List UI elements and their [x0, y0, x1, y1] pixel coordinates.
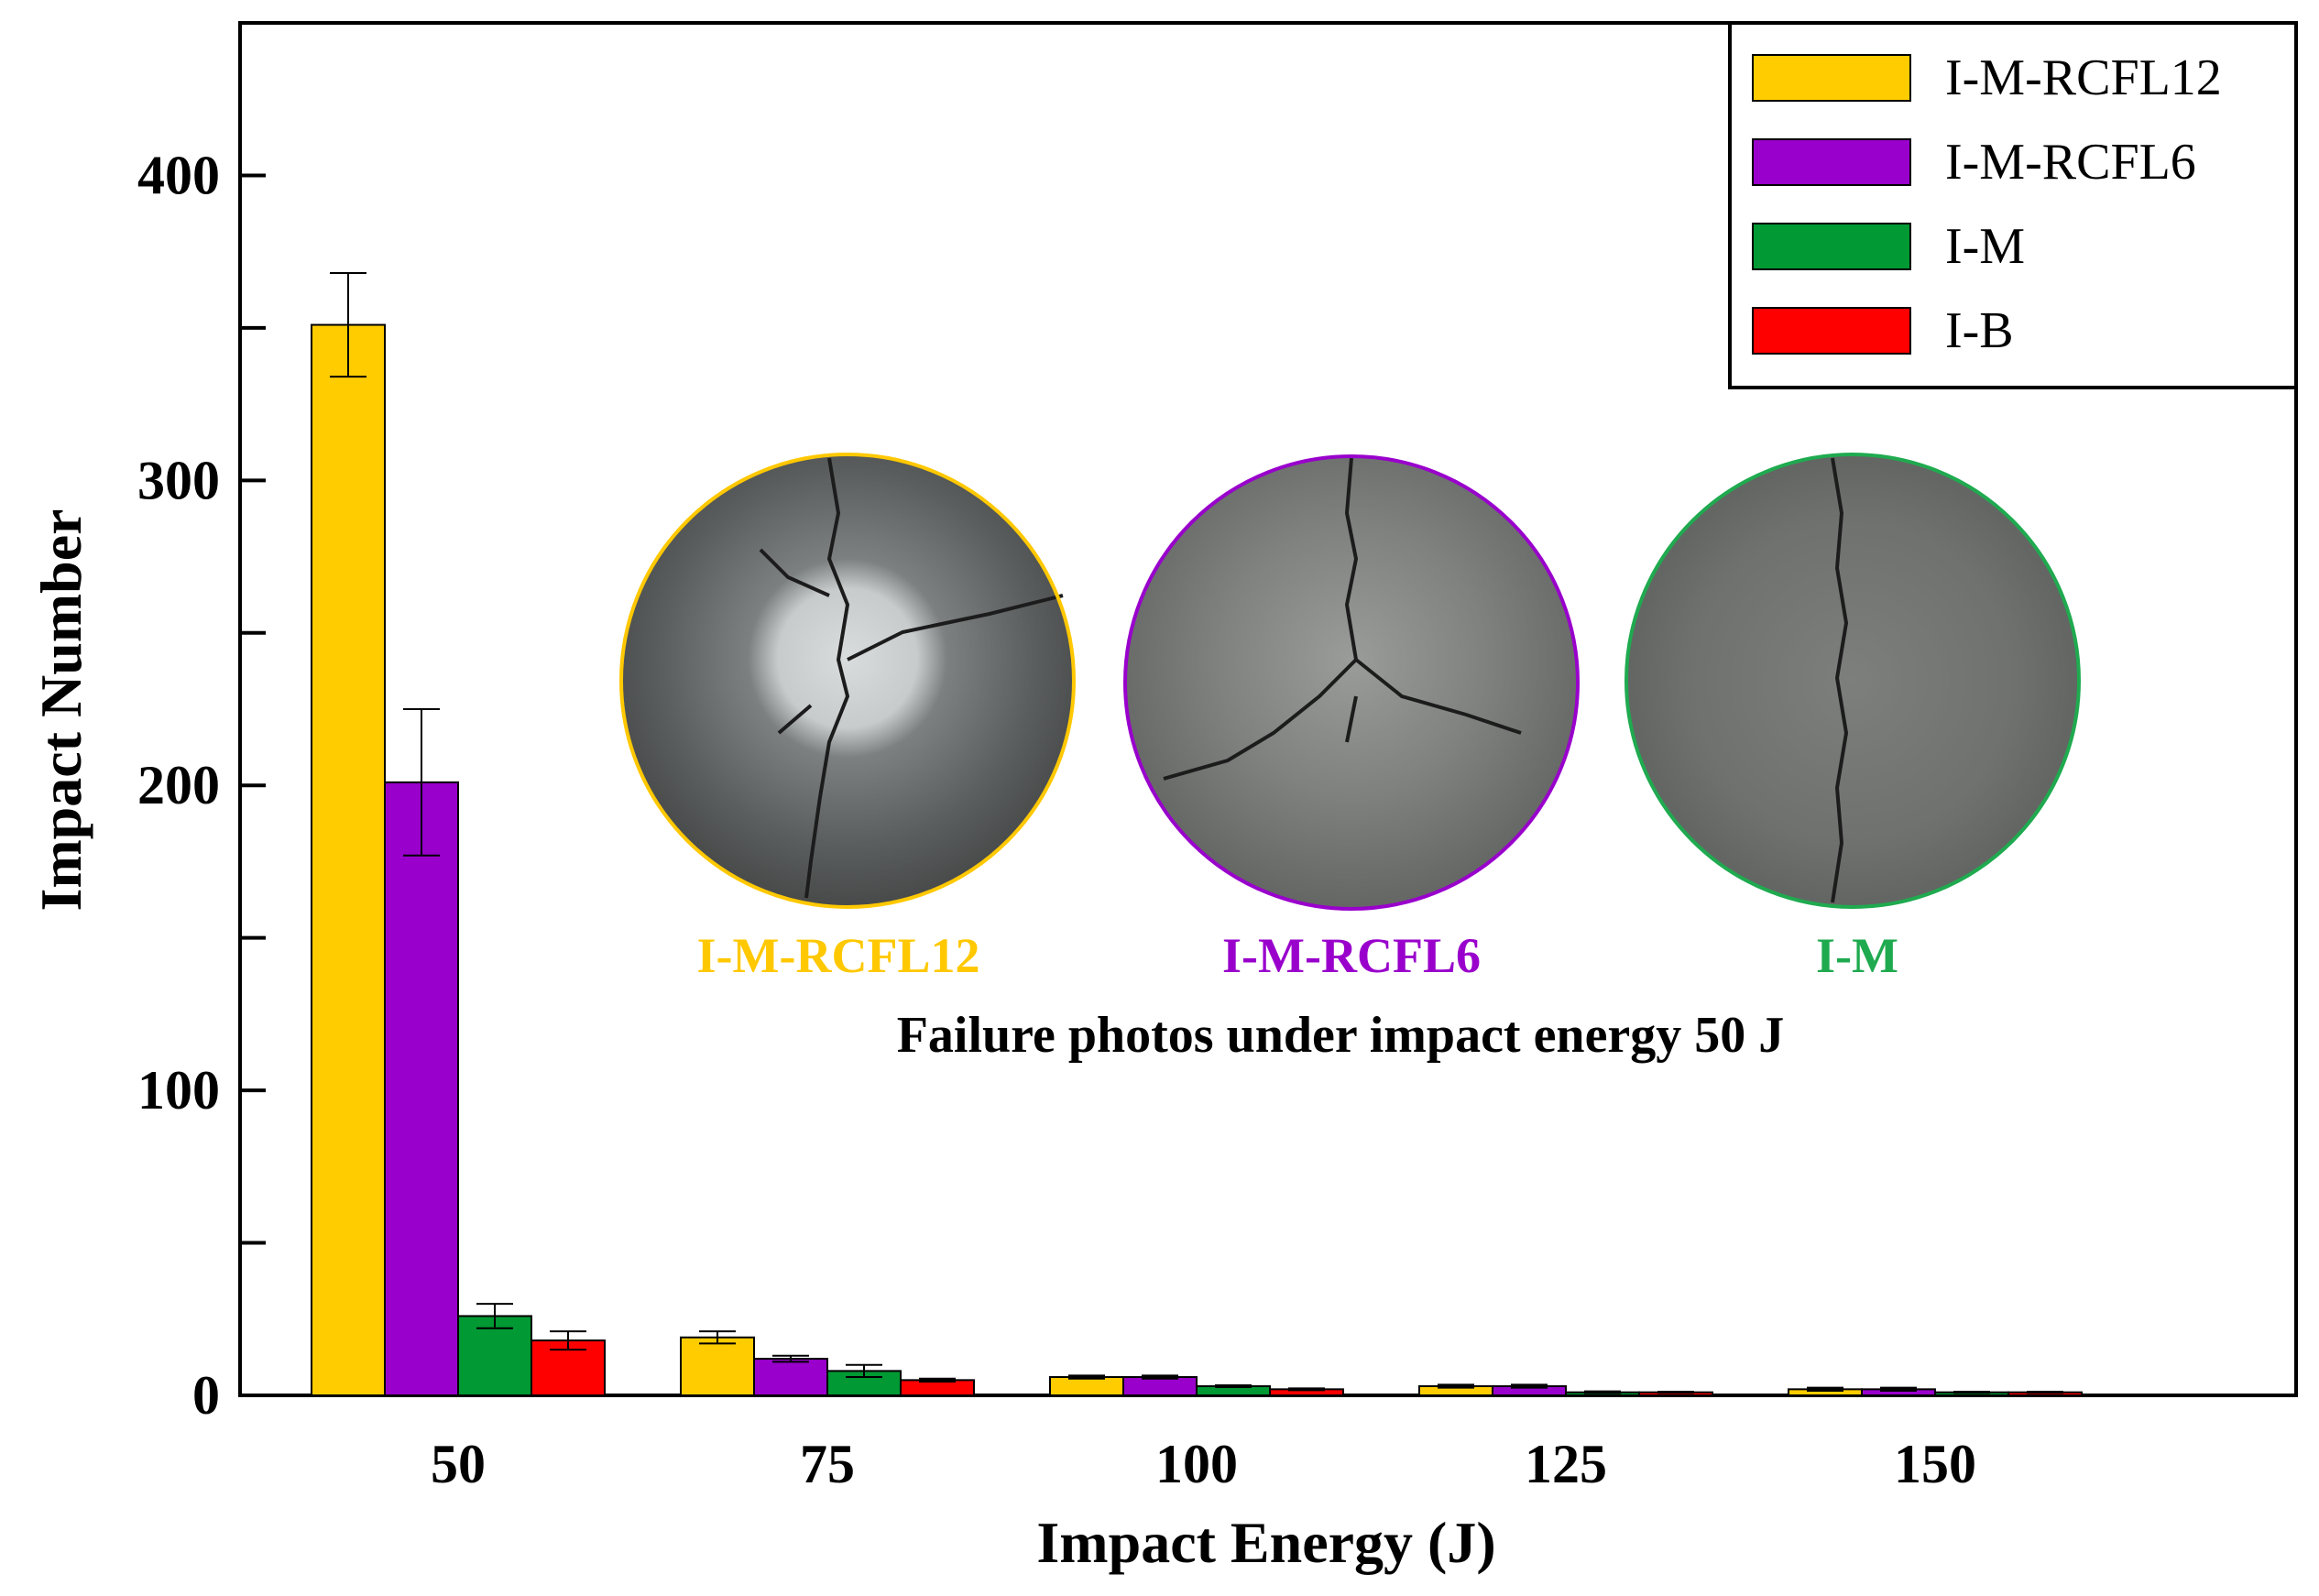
bar-I-M-RCFL6-100 — [1122, 1376, 1198, 1396]
photo-rcfl12-label: I-M-RCFL12 — [697, 928, 980, 983]
y-tick-label-100: 100 — [137, 1060, 220, 1120]
errorbar-I-B-125 — [1657, 1391, 1694, 1394]
photo-rcfl12-cracks — [759, 457, 1064, 899]
bar-I-M-RCFL6-75 — [753, 1358, 828, 1397]
errorbar-I-B-50 — [550, 1330, 586, 1351]
legend-swatch-I-M — [1752, 223, 1911, 270]
photo-im-disc — [1626, 454, 2079, 907]
error-bars-group — [330, 271, 2063, 1394]
y-tick-label-200: 200 — [137, 755, 220, 815]
x-tick-label-150: 150 — [1894, 1434, 1976, 1494]
legend-label-I-M-RCFL12: I-M-RCFL12 — [1945, 49, 2222, 106]
photo-rcfl6-disc — [1125, 456, 1578, 909]
legend-label-I-B: I-B — [1945, 302, 2014, 359]
errorbar-I-M-125 — [1584, 1390, 1621, 1394]
legend-label-I-M-RCFL6: I-M-RCFL6 — [1945, 134, 2196, 191]
photos-caption: Failure photos under impact energy 50 J — [897, 1007, 1785, 1064]
bar-I-M-RCFL12-100 — [1049, 1376, 1124, 1396]
y-axis-title: Impact Number — [28, 508, 93, 911]
y-tick-label-400: 400 — [137, 145, 220, 205]
y-tick-label-0: 0 — [192, 1365, 220, 1426]
photo-rcfl6: I-M-RCFL6 — [1123, 454, 1580, 983]
x-axis: 50 75 100 125 150 — [431, 1434, 1976, 1494]
bars-group — [311, 323, 2083, 1397]
photo-rcfl12-ring — [619, 453, 1076, 909]
errorbar-I-M-RCFL12-50 — [330, 271, 366, 378]
photo-rcfl6-label: I-M-RCFL6 — [1222, 928, 1481, 983]
photo-rcfl6-ring — [1123, 454, 1580, 911]
errorbar-I-M-RCFL12-150 — [1807, 1386, 1843, 1393]
errorbar-I-M-50 — [476, 1303, 513, 1329]
errorbar-I-M-RCFL12-75 — [699, 1330, 736, 1345]
errorbar-I-M-75 — [846, 1363, 882, 1379]
x-axis-title: Impact Energy (J) — [1036, 1510, 1495, 1575]
legend-swatch-I-M-RCFL6 — [1752, 138, 1911, 186]
legend-swatch-I-B — [1752, 307, 1911, 355]
errorbar-I-M-RCFL6-100 — [1142, 1374, 1178, 1380]
errorbar-I-B-75 — [919, 1377, 956, 1383]
errorbar-I-M-100 — [1215, 1384, 1252, 1389]
y-tick-label-300: 300 — [137, 450, 220, 510]
errorbar-I-M-RCFL6-75 — [772, 1354, 809, 1363]
photo-rcfl12-disc — [621, 454, 1074, 907]
legend: I-M-RCFL12 I-M-RCFL6 I-M I-B — [1728, 21, 2298, 389]
errorbar-I-B-150 — [2027, 1391, 2063, 1394]
x-tick-label-75: 75 — [800, 1434, 855, 1494]
legend-label-I-M: I-M — [1945, 218, 2025, 275]
x-tick-label-50: 50 — [431, 1434, 486, 1494]
errorbar-I-B-100 — [1288, 1387, 1325, 1392]
bar-I-M-RCFL12-75 — [680, 1336, 755, 1396]
photo-im-ring — [1624, 453, 2081, 909]
bar-I-M-RCFL6-50 — [384, 781, 459, 1396]
errorbar-I-M-RCFL6-150 — [1880, 1386, 1917, 1393]
photo-rcfl6-cracks — [1163, 457, 1522, 781]
y-axis: 0 100 200 300 400 — [137, 21, 266, 1426]
bar-I-M-RCFL12-50 — [311, 323, 386, 1396]
errorbar-I-M-RCFL12-100 — [1068, 1374, 1105, 1380]
photo-im-cracks — [1831, 457, 1849, 903]
photo-rcfl12: I-M-RCFL12 — [619, 453, 1076, 983]
legend-swatch-I-M-RCFL12 — [1752, 54, 1911, 102]
errorbar-I-M-RCFL6-50 — [403, 708, 440, 857]
failure-photos: I-M-RCFL12 I-M-RCFL6 I-M Failure photos … — [619, 453, 2081, 1064]
photo-im: I-M — [1624, 453, 2081, 983]
errorbar-I-M-150 — [1953, 1391, 1990, 1394]
errorbar-I-M-RCFL6-125 — [1511, 1383, 1548, 1389]
photo-im-label: I-M — [1816, 928, 1898, 983]
x-tick-label-100: 100 — [1155, 1434, 1238, 1494]
errorbar-I-M-RCFL12-125 — [1438, 1383, 1474, 1389]
x-tick-label-125: 125 — [1525, 1434, 1607, 1494]
